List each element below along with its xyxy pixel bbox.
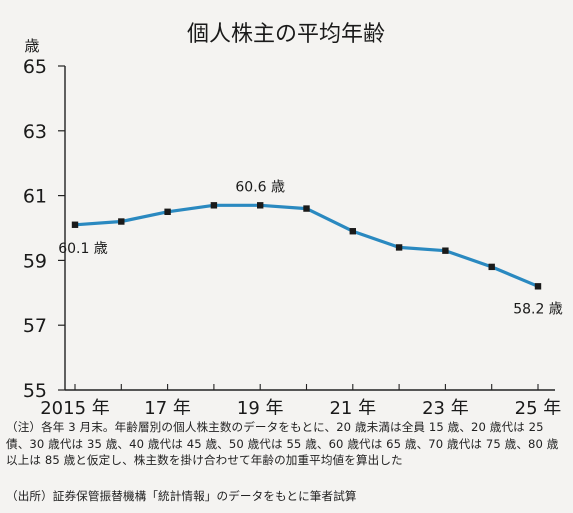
- data-point: [257, 202, 264, 209]
- series-line: [74, 203, 539, 288]
- x-tick-label: 2015 年: [40, 398, 110, 415]
- data-label: 60.6 歳: [235, 179, 285, 195]
- chart-source: （出所）証券保管振替機構「統計情報」のデータをもとに筆者試算: [6, 489, 357, 503]
- x-tick-label: 25 年: [515, 398, 562, 415]
- data-label: 58.2 歳: [513, 301, 563, 317]
- chart-title: 個人株主の平均年齢: [187, 22, 385, 47]
- data-point: [395, 244, 403, 251]
- y-tick-label: 65: [23, 56, 47, 78]
- y-tick-label: 57: [23, 315, 47, 337]
- data-point: [442, 247, 449, 254]
- y-tick-label: 61: [23, 186, 47, 208]
- data-label: 60.1 歳: [58, 241, 108, 257]
- chart: 個人株主の平均年齢歳 55 57 59 61 63 65 2015 年 17 年 19 年 21 年…: [23, 22, 563, 415]
- y-tick-label: 63: [23, 121, 47, 143]
- x-tick-label: 23 年: [422, 398, 469, 415]
- chart-note: （注）各年 3 月末。年齢層別の個人株主数のデータをもとに、20 歳未満は全員 …: [6, 420, 559, 467]
- x-tick-label: 21 年: [329, 398, 376, 415]
- y-axis-label: 歳: [24, 37, 39, 55]
- x-tick-label: 19 年: [237, 398, 284, 415]
- data-point: [210, 202, 218, 209]
- data-point: [488, 263, 495, 271]
- data-point: [118, 218, 125, 225]
- data-point: [303, 205, 310, 212]
- data-point: [534, 283, 542, 290]
- x-tick-label: 17 年: [144, 398, 191, 415]
- data-point: [71, 221, 79, 228]
- data-point: [349, 228, 356, 235]
- y-tick-label: 55: [23, 380, 47, 402]
- data-point: [164, 208, 171, 215]
- y-tick-label: 59: [23, 250, 47, 272]
